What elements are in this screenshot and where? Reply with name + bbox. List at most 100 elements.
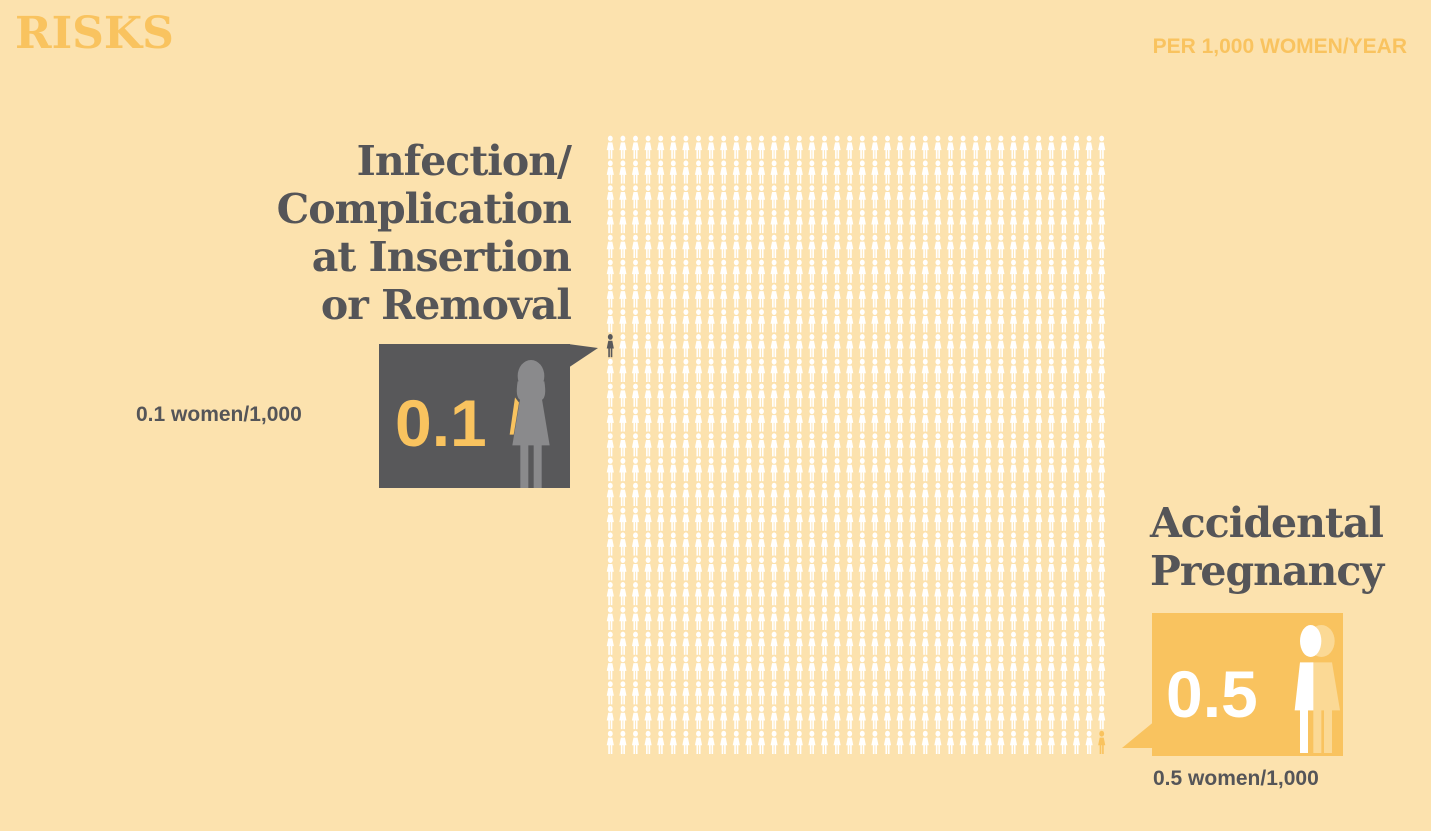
woman-figure xyxy=(606,383,614,407)
woman-figure xyxy=(946,458,955,482)
woman-figure xyxy=(934,557,942,581)
woman-figure xyxy=(619,408,627,432)
woman-figure xyxy=(619,606,627,630)
woman-figure xyxy=(1009,234,1018,258)
woman-figure xyxy=(883,606,892,630)
woman-figure xyxy=(846,458,854,482)
woman-figure xyxy=(631,358,640,382)
woman-figure xyxy=(682,259,690,283)
woman-figure xyxy=(1072,210,1081,234)
woman-figure xyxy=(1022,631,1030,655)
woman-figure xyxy=(1022,358,1030,382)
woman-figure xyxy=(1085,408,1093,432)
woman-figure xyxy=(720,358,728,382)
woman-figure xyxy=(972,433,980,457)
woman-figure xyxy=(871,730,879,754)
woman-figure xyxy=(921,408,929,432)
woman-figure xyxy=(1035,458,1043,482)
woman-figure xyxy=(959,358,967,382)
woman-figure xyxy=(896,309,904,333)
woman-figure xyxy=(896,210,904,234)
woman-figure xyxy=(921,259,929,283)
woman-figure xyxy=(858,284,866,308)
woman-figure xyxy=(808,284,816,308)
woman-figure xyxy=(1072,309,1081,333)
woman-figure xyxy=(997,730,1005,754)
woman-figure xyxy=(1085,482,1093,506)
woman-figure xyxy=(707,210,715,234)
woman-figure xyxy=(1085,557,1093,581)
woman-figure xyxy=(783,582,791,606)
woman-figure xyxy=(757,458,766,482)
woman-figure xyxy=(720,160,728,184)
woman-figure xyxy=(1098,160,1106,184)
woman-figure xyxy=(871,160,879,184)
woman-figure xyxy=(745,185,753,209)
woman-figure xyxy=(1098,408,1106,432)
woman-figure xyxy=(1098,259,1106,283)
woman-figure xyxy=(745,358,753,382)
woman-figure xyxy=(934,656,942,680)
woman-figure xyxy=(644,482,652,506)
woman-figure xyxy=(1047,135,1055,159)
woman-figure xyxy=(871,259,879,283)
woman-figure xyxy=(808,582,816,606)
woman-figure xyxy=(921,458,929,482)
woman-figure xyxy=(820,681,829,705)
woman-figure xyxy=(1098,730,1106,754)
woman-figure xyxy=(757,631,766,655)
woman-figure xyxy=(732,631,740,655)
woman-figure xyxy=(959,408,967,432)
woman-figure xyxy=(1098,606,1106,630)
woman-figure xyxy=(694,482,703,506)
woman-figure xyxy=(1035,507,1043,531)
woman-figure xyxy=(820,259,829,283)
woman-figure xyxy=(795,259,803,283)
woman-figure xyxy=(934,408,942,432)
woman-figure xyxy=(644,606,652,630)
woman-figure xyxy=(946,185,955,209)
woman-figure xyxy=(631,656,640,680)
woman-figure xyxy=(946,582,955,606)
woman-figure xyxy=(669,606,677,630)
woman-figure xyxy=(1098,185,1106,209)
woman-figure xyxy=(770,582,778,606)
woman-figure xyxy=(1098,358,1106,382)
woman-figure xyxy=(858,631,866,655)
woman-figure xyxy=(631,606,640,630)
woman-figure xyxy=(997,681,1005,705)
woman-figure xyxy=(883,210,892,234)
woman-figure xyxy=(770,458,778,482)
woman-figure xyxy=(883,631,892,655)
woman-figure xyxy=(921,210,929,234)
woman-figure xyxy=(1098,210,1106,234)
woman-figure xyxy=(619,582,627,606)
woman-figure xyxy=(783,160,791,184)
woman-figure xyxy=(858,358,866,382)
woman-figure xyxy=(783,334,791,358)
woman-figure xyxy=(833,358,841,382)
woman-figure xyxy=(833,383,841,407)
woman-figure xyxy=(883,507,892,531)
woman-figure xyxy=(959,681,967,705)
woman-figure xyxy=(1060,706,1068,730)
woman-figure xyxy=(921,582,929,606)
woman-figure xyxy=(833,433,841,457)
woman-figure xyxy=(846,309,854,333)
woman-figure xyxy=(707,334,715,358)
woman-figure xyxy=(770,358,778,382)
woman-figure xyxy=(921,507,929,531)
woman-figure xyxy=(732,681,740,705)
woman-figure xyxy=(606,408,614,432)
woman-figure xyxy=(984,135,992,159)
woman-figure xyxy=(657,557,665,581)
woman-figure xyxy=(934,458,942,482)
woman-figure xyxy=(1009,507,1018,531)
woman-figure xyxy=(959,383,967,407)
woman-figure xyxy=(783,507,791,531)
woman-figure xyxy=(770,309,778,333)
woman-figure xyxy=(1009,185,1018,209)
woman-figure xyxy=(959,234,967,258)
woman-figure xyxy=(1072,433,1081,457)
woman-figure xyxy=(1060,185,1068,209)
